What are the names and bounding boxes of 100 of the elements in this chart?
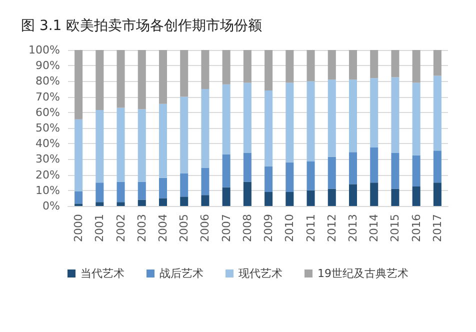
bar: [286, 192, 294, 206]
bar: [264, 192, 273, 206]
bar: [96, 202, 104, 206]
legend-label: 19世纪及古典艺术: [318, 267, 408, 280]
bar: [433, 150, 442, 183]
x-tick-label: 2006: [198, 214, 212, 242]
bar: [348, 152, 358, 184]
x-tick-label: 2017: [430, 214, 444, 242]
y-tick-label: 90%: [36, 59, 60, 72]
bar: [286, 162, 294, 192]
x-tick-label: 2010: [283, 214, 296, 242]
bar: [222, 50, 230, 84]
bar: [116, 108, 125, 182]
bar: [243, 82, 252, 153]
x-tick-label: 2000: [72, 214, 86, 242]
y-tick-label: 70%: [36, 90, 60, 104]
bar: [306, 50, 315, 82]
x-tick-label: 2012: [325, 214, 338, 242]
bar: [433, 182, 442, 206]
bar: [158, 198, 168, 206]
bar: [222, 84, 230, 155]
bar: [138, 109, 146, 182]
bar: [222, 187, 230, 206]
bar: [138, 182, 146, 200]
y-tick-label: 60%: [36, 106, 60, 119]
x-tick-label: 2011: [304, 214, 318, 242]
bar: [201, 50, 210, 89]
bar: [96, 110, 104, 183]
bar: [74, 50, 83, 120]
bar: [391, 77, 400, 153]
bar: [158, 178, 168, 198]
bar: [370, 50, 378, 78]
bar: [116, 50, 125, 108]
chart-title: 图 3.1 欧美拍卖市场各创作期市场份额: [21, 18, 262, 34]
bar: [412, 50, 420, 83]
bar: [96, 50, 104, 110]
bar: [391, 152, 400, 189]
bar: [138, 200, 146, 206]
x-tick-label: 2014: [368, 214, 381, 242]
y-tick-label: 40%: [36, 137, 60, 150]
bar: [180, 196, 188, 206]
bar: [306, 162, 315, 190]
y-tick-label: 10%: [36, 184, 60, 197]
bar: [116, 182, 125, 202]
bar: [158, 104, 168, 178]
y-tick-label: 100%: [28, 44, 60, 56]
x-tick-label: 2007: [220, 214, 233, 242]
x-tick-label: 2016: [410, 214, 423, 242]
bar: [201, 89, 210, 168]
legend-label: 现代艺术: [238, 267, 282, 280]
bar: [370, 78, 378, 148]
bar: [306, 81, 315, 162]
bar: [328, 156, 336, 189]
bar: [158, 50, 168, 104]
bar: [222, 154, 230, 188]
bar: [412, 82, 420, 156]
legend-label: 战后艺术: [160, 267, 204, 280]
bar: [348, 50, 358, 80]
bar: [180, 96, 188, 174]
y-tick-label: 50%: [36, 122, 60, 134]
bar: [348, 80, 358, 152]
y-tick-label: 0%: [42, 200, 60, 212]
x-tick-label: 2002: [114, 214, 128, 242]
y-tick-label: 30%: [36, 152, 60, 166]
x-tick-label: 2009: [262, 214, 276, 242]
bar: [264, 90, 273, 166]
bar: [243, 50, 252, 83]
bar: [116, 202, 125, 206]
x-tick-label: 2008: [240, 214, 254, 242]
bar: [138, 50, 146, 110]
x-tick-label: 2005: [178, 214, 191, 242]
bar: [243, 152, 252, 182]
bar: [433, 76, 442, 151]
bar: [433, 50, 442, 76]
bar: [201, 168, 210, 196]
bar: [391, 50, 400, 78]
x-tick-label: 2013: [346, 214, 360, 242]
bar: [391, 188, 400, 206]
bar: [243, 182, 252, 206]
bar: [74, 119, 83, 192]
bar: [96, 182, 104, 202]
bar: [74, 191, 83, 204]
bar: [412, 155, 420, 186]
x-tick-label: 2015: [388, 214, 402, 242]
x-tick-label: 2001: [93, 214, 106, 242]
x-tick-label: 2004: [156, 214, 170, 242]
bar: [370, 148, 378, 183]
x-tick-label: 2003: [135, 214, 148, 242]
legend-label: 当代艺术: [80, 267, 124, 280]
bar: [264, 50, 273, 91]
bar: [328, 188, 336, 206]
y-tick-label: 20%: [36, 168, 60, 182]
bar: [180, 173, 188, 197]
bar: [201, 195, 210, 206]
y-tick-label: 80%: [36, 74, 60, 88]
bar: [180, 50, 188, 97]
bar: [328, 80, 336, 157]
bar: [328, 50, 336, 80]
bar: [348, 184, 358, 206]
bar: [286, 82, 294, 162]
